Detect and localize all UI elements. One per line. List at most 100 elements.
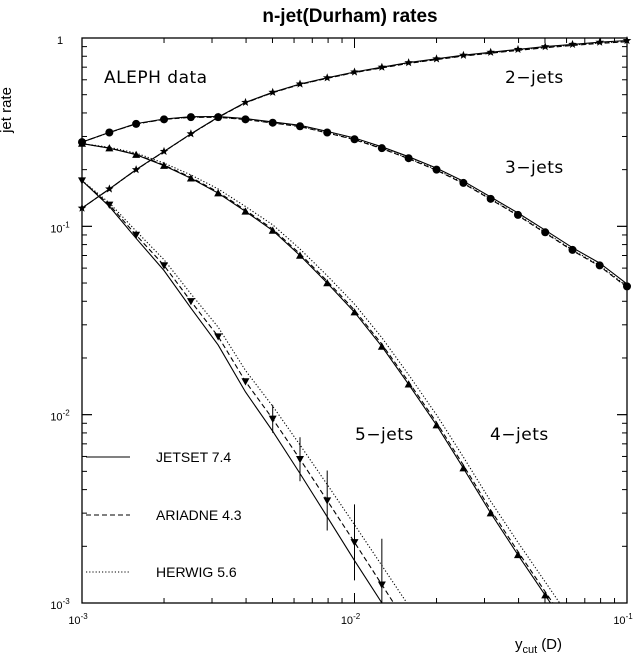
data-point-triangle-up — [241, 207, 250, 215]
y-axis-label: jet rate — [0, 87, 15, 134]
mc-curve-line — [81, 40, 628, 209]
data-point-star — [568, 39, 577, 48]
data-point-circle — [132, 119, 141, 128]
data-point-star — [77, 203, 87, 212]
data-point-star — [622, 36, 632, 45]
series-label: 5−jets — [355, 425, 414, 445]
data-point-circle — [432, 165, 441, 174]
legend-label: JETSET 7.4 — [156, 449, 231, 465]
x-tick-label: 10-3 — [68, 612, 88, 627]
data-point-circle — [323, 128, 332, 137]
data-point-triangle-down — [160, 262, 169, 270]
mc-curve-line — [81, 143, 551, 604]
data-point-triangle-up — [513, 550, 522, 559]
x-axis-label-main: y — [515, 636, 523, 653]
data-point-triangle-down — [323, 497, 332, 505]
data-point-triangle-down — [296, 456, 305, 464]
data-point-circle — [296, 122, 305, 131]
data-point-star — [186, 129, 196, 138]
data-point-star — [540, 42, 550, 51]
mc-curve-line — [81, 143, 561, 604]
x-axis-label: ycut (D) — [515, 636, 562, 656]
mc-curve-line — [81, 180, 395, 604]
series-label: 3−jets — [505, 158, 564, 178]
y-tick-label: 10-3 — [50, 597, 70, 612]
data-point-triangle-down — [377, 581, 386, 589]
data-point-triangle-up — [404, 380, 413, 388]
data-point-star — [432, 54, 441, 63]
data-point-triangle-up — [377, 342, 386, 350]
data-point-star — [459, 50, 468, 59]
data-point-circle — [214, 113, 223, 122]
data-point-circle — [241, 115, 250, 124]
data-point-triangle-up — [186, 174, 195, 182]
data-point-star — [595, 37, 604, 46]
mc-curve-line — [81, 39, 628, 209]
mc-curve-line — [81, 180, 408, 604]
mc-curve-line — [81, 41, 628, 209]
x-tick-label: 10-2 — [341, 612, 361, 627]
mc-curve-line — [81, 180, 383, 604]
data-point-circle — [105, 128, 114, 137]
data-point-triangle-up — [296, 251, 305, 259]
x-axis-label-suffix: (D) — [541, 636, 562, 653]
data-point-circle — [595, 261, 604, 270]
data-point-triangle-down — [350, 539, 359, 547]
data-point-triangle-down — [132, 231, 141, 239]
data-point-circle — [623, 282, 631, 291]
plot-annotations: ALEPH data 2−jets 3−jets 4−jets 5−jets — [104, 68, 564, 445]
legend-label: ARIADNE 4.3 — [156, 507, 242, 523]
data-point-circle — [350, 135, 359, 144]
data-point-star — [159, 146, 169, 155]
y-tick-label: 10-1 — [50, 220, 70, 235]
data-point-triangle-up — [486, 509, 495, 517]
data-markers — [77, 36, 632, 603]
data-point-circle — [513, 210, 522, 219]
data-point-star — [404, 58, 413, 67]
axis-ticks — [81, 37, 628, 604]
data-point-star — [295, 79, 305, 88]
series-label: 2−jets — [505, 68, 564, 88]
data-point-triangle-up — [459, 464, 468, 472]
data-point-triangle-up — [323, 279, 332, 287]
data-point-triangle-down — [78, 177, 86, 185]
data-point-circle — [404, 154, 413, 163]
data-point-triangle-down — [214, 333, 223, 341]
data-point-circle — [568, 245, 577, 254]
data-point-triangle-up — [268, 226, 277, 234]
data-point-triangle-up — [160, 161, 169, 169]
y-tick-label: 10-2 — [50, 409, 70, 424]
data-point-star — [105, 184, 114, 193]
svg-text:ycut(D): ycut (D) — [515, 636, 562, 656]
data-point-circle — [160, 115, 169, 124]
mc-curve-line — [81, 116, 628, 288]
aleph-data-label: ALEPH data — [104, 68, 208, 88]
data-point-triangle-up — [132, 150, 141, 158]
data-point-star — [486, 47, 495, 56]
data-point-triangle-up — [350, 308, 359, 316]
data-point-triangle-up — [105, 144, 114, 152]
data-point-triangle-down — [241, 378, 250, 386]
series-label: 4−jets — [490, 425, 549, 445]
data-point-star — [377, 62, 387, 71]
data-point-star — [268, 87, 277, 96]
data-point-triangle-down — [268, 415, 277, 423]
chart-title: n-jet(Durham) rates — [262, 6, 437, 27]
y-tick-label: 1 — [57, 35, 63, 47]
data-point-triangle-down — [186, 298, 195, 306]
data-point-circle — [186, 113, 195, 122]
data-point-triangle-up — [214, 189, 223, 197]
data-point-circle — [486, 194, 495, 203]
mc-curve-line — [81, 116, 628, 287]
data-point-star — [350, 67, 359, 76]
data-point-circle — [268, 118, 277, 127]
data-point-circle — [377, 144, 386, 153]
data-point-star — [241, 97, 250, 106]
data-point-circle — [459, 178, 468, 187]
data-point-triangle-up — [78, 139, 86, 147]
data-point-circle — [541, 228, 550, 237]
legend: JETSET 7.4 ARIADNE 4.3 HERWIG 5.6 — [86, 449, 242, 580]
data-point-triangle-up — [541, 591, 550, 599]
data-point-triangle-up — [432, 421, 441, 429]
